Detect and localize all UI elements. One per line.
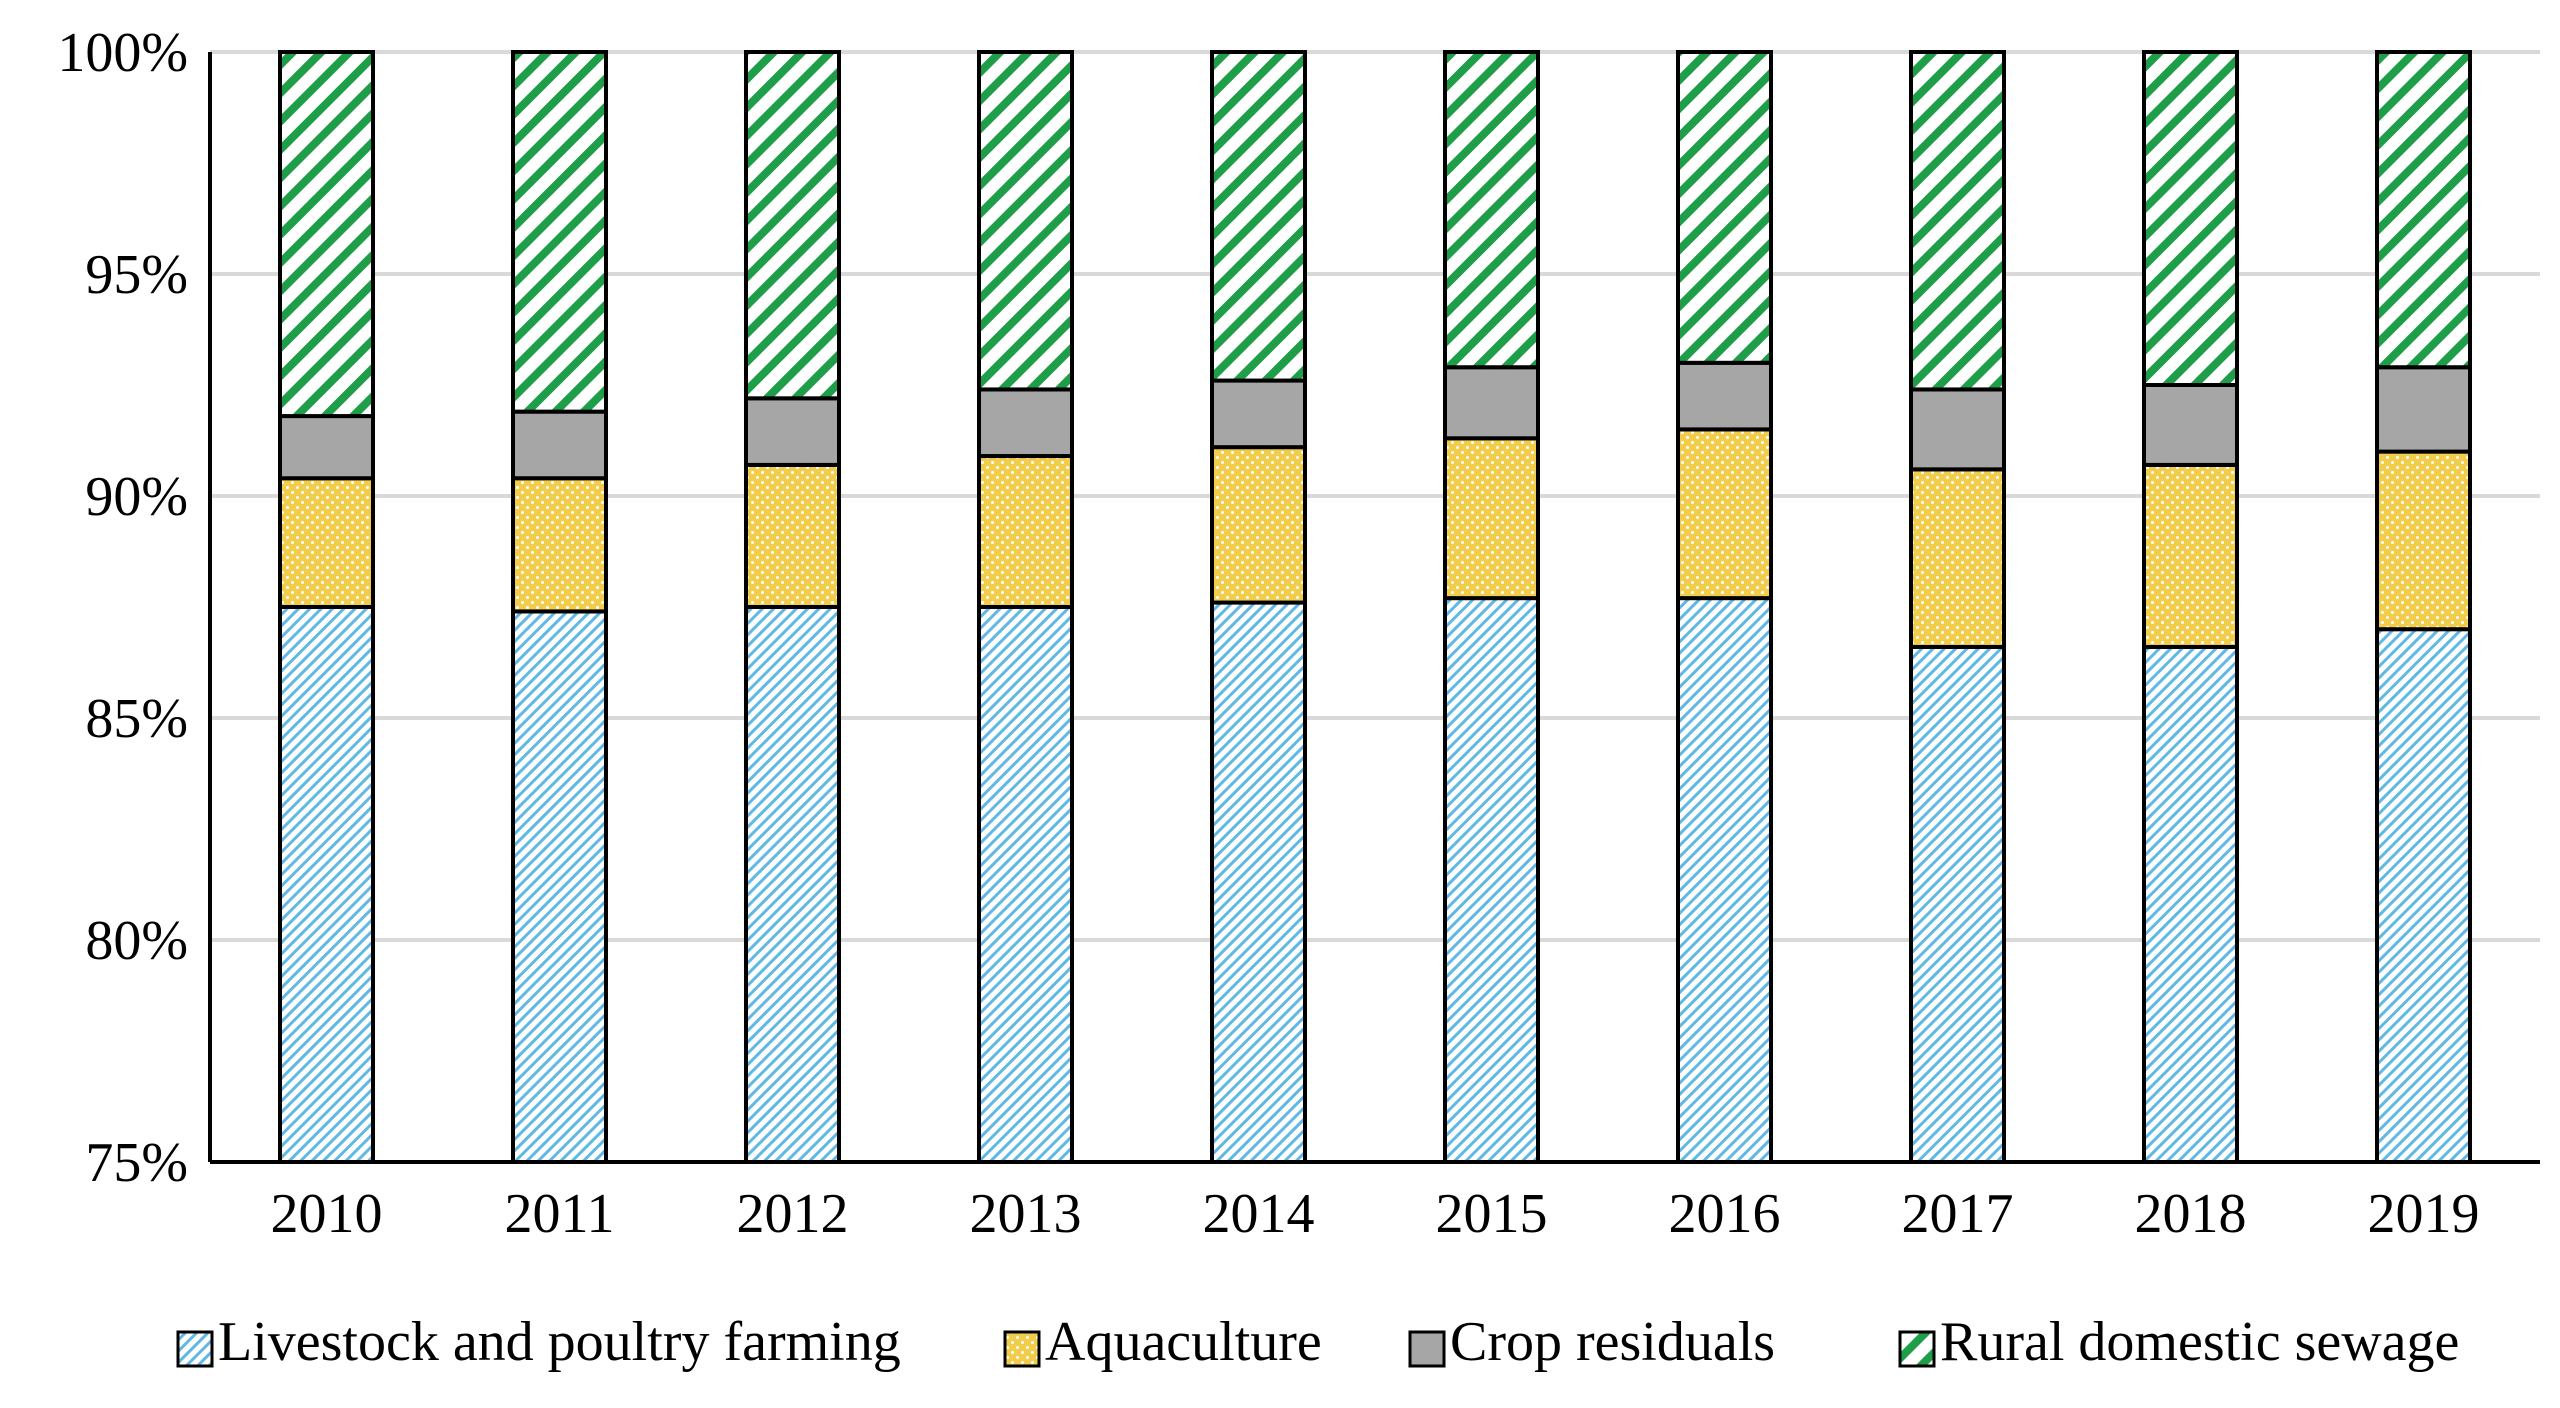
bar-segment <box>511 50 608 414</box>
legend-label: Crop residuals <box>1450 1311 1775 1373</box>
bar-segment <box>1676 427 1773 601</box>
bar-segment <box>977 387 1074 459</box>
bar-segment <box>1443 365 1540 441</box>
bar-segment <box>2375 449 2472 632</box>
bar-segment <box>1909 50 2006 392</box>
bar-segment <box>278 50 375 419</box>
legend-label: Livestock and poultry farming <box>218 1311 901 1373</box>
x-tick-label: 2014 <box>1203 1183 1315 1245</box>
bar-segment <box>2142 462 2239 649</box>
bar-segment <box>511 476 608 614</box>
bar-segment <box>744 396 841 467</box>
bar-segment <box>1909 387 2006 472</box>
bar-segment <box>1676 360 1773 432</box>
bar-segment <box>2375 50 2472 370</box>
bar-segment <box>977 605 1074 1164</box>
x-axis-tick-labels: 2010 2011 2012 2013 2014 2015 2016 2017 2018 2019 <box>271 1183 2480 1245</box>
bar-segment <box>1909 644 2006 1164</box>
x-tick-label: 2019 <box>2368 1183 2480 1245</box>
y-tick-label: 80% <box>85 910 188 972</box>
x-tick-label: 2017 <box>1902 1183 2014 1245</box>
bars <box>278 50 2472 1164</box>
bar-segment <box>1909 467 2006 649</box>
bar-segment <box>2142 383 2239 467</box>
bar-segment <box>1443 596 1540 1164</box>
bar-segment <box>744 605 841 1164</box>
legend: Livestock and poultry farming Aquaculture… <box>176 1311 2459 1373</box>
x-tick-label: 2012 <box>737 1183 849 1245</box>
bar-segment <box>1210 50 1307 383</box>
bar-segment <box>278 414 375 481</box>
bar-segment <box>1210 600 1307 1164</box>
bar-segment <box>977 50 1074 392</box>
legend-swatch <box>1408 1330 1446 1368</box>
legend-swatch <box>1003 1330 1041 1368</box>
y-axis-tick-labels: 75% 80% 85% 90% 95% 100% <box>57 22 188 1194</box>
legend-swatch <box>176 1330 214 1368</box>
x-tick-label: 2016 <box>1669 1183 1781 1245</box>
bar-segment <box>2142 50 2239 387</box>
y-tick-label: 75% <box>85 1132 188 1194</box>
x-tick-label: 2013 <box>970 1183 1082 1245</box>
bar-segment <box>2375 365 2472 454</box>
legend-label: Aquaculture <box>1045 1311 1322 1373</box>
bar-segment <box>744 50 841 401</box>
y-tick-label: 95% <box>85 244 188 306</box>
x-tick-label: 2018 <box>2135 1183 2247 1245</box>
bar-segment <box>977 454 1074 610</box>
bar-segment <box>278 605 375 1164</box>
legend-label: Rural domestic sewage <box>1940 1311 2459 1373</box>
bar-segment <box>511 609 608 1164</box>
x-tick-label: 2015 <box>1436 1183 1548 1245</box>
bar-segment <box>1676 50 1773 365</box>
y-tick-label: 90% <box>85 466 188 528</box>
bar-segment <box>1210 445 1307 605</box>
y-tick-label: 100% <box>57 22 188 84</box>
bar-segment <box>1210 378 1307 450</box>
bar-segment <box>1676 596 1773 1164</box>
bar-segment <box>2375 627 2472 1164</box>
bar-segment <box>744 462 841 610</box>
bar-segment <box>1443 50 1540 370</box>
bar-segment <box>511 409 608 481</box>
axes <box>208 52 2540 1164</box>
bar-segment <box>278 476 375 609</box>
x-tick-label: 2011 <box>505 1183 615 1245</box>
y-tick-label: 85% <box>85 688 188 750</box>
legend-swatch <box>1898 1330 1936 1368</box>
bar-segment <box>1443 436 1540 601</box>
x-tick-label: 2010 <box>271 1183 383 1245</box>
bar-segment <box>2142 644 2239 1164</box>
